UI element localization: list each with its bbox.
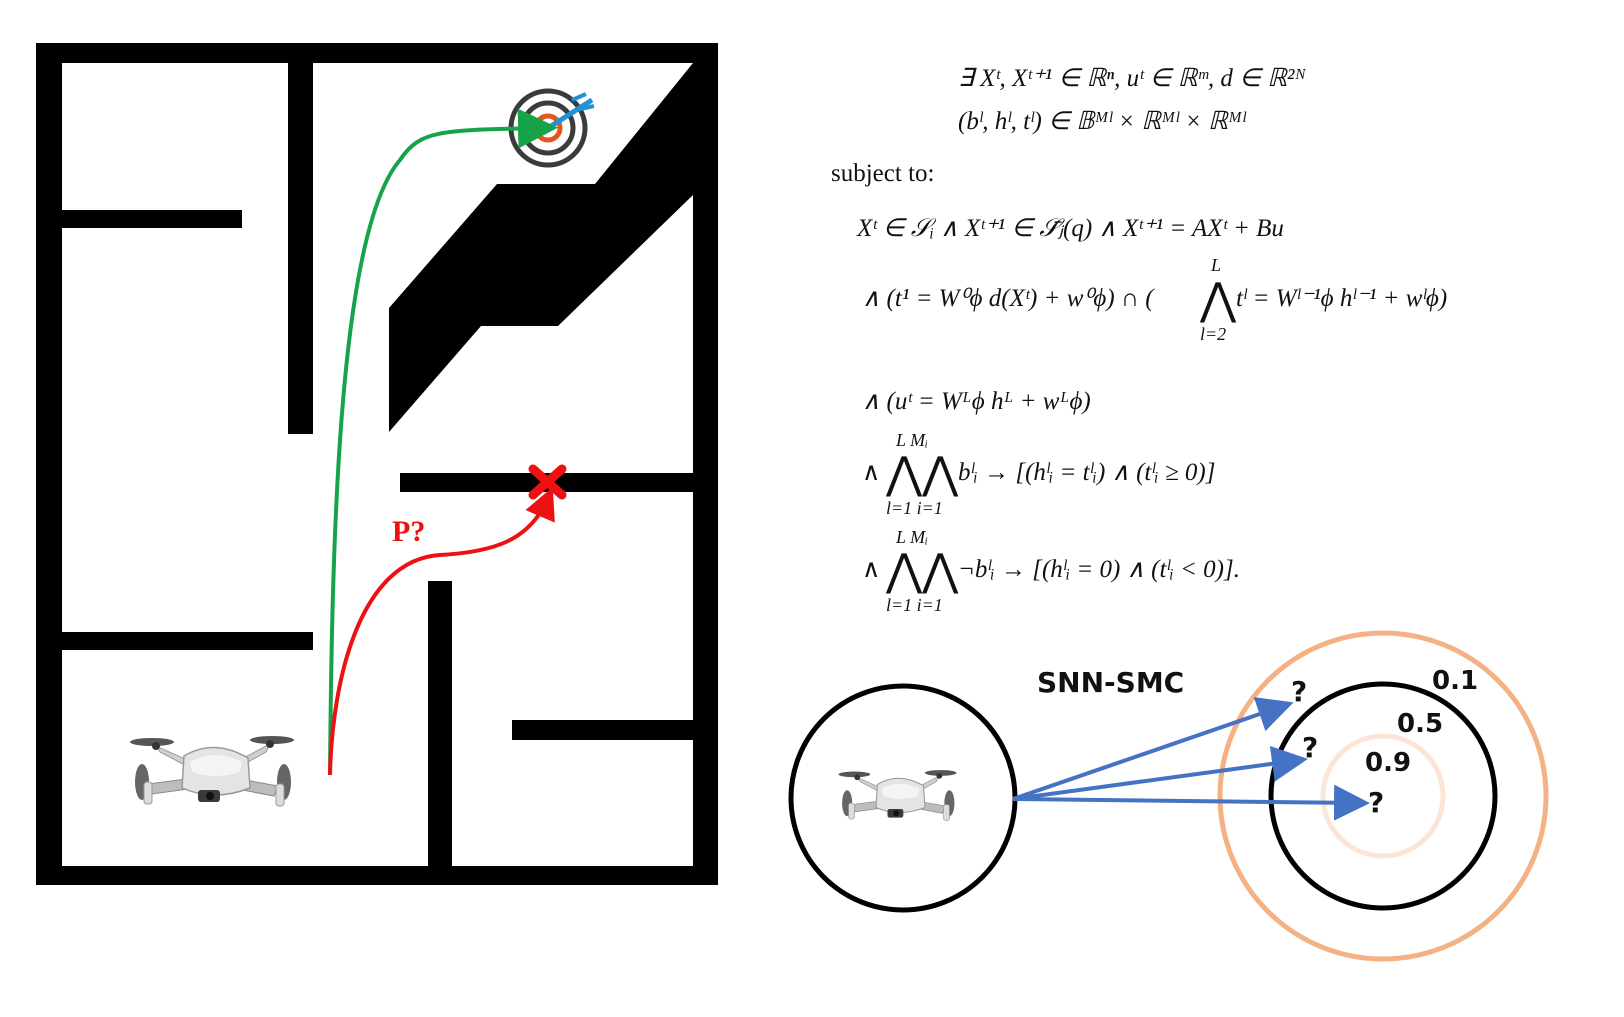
constraint-active-neuron: bˡᵢ → [(hˡᵢ = tˡᵢ) ∧ (tˡᵢ ≥ 0)] — [958, 459, 1215, 486]
maze-wall-left-upper — [62, 210, 242, 228]
milp-formulation: ∃ Xᵗ, Xᵗ⁺¹ ∈ ℝⁿ, uᵗ ∈ ℝᵐ, d ∈ ℝ²ᴺ (bˡ, h… — [831, 65, 1447, 615]
constraint-hidden-layers: tˡ = Wˡ⁻¹ϕ hˡ⁻¹ + wˡϕ) — [1236, 285, 1447, 312]
sample-question-2: ? — [1302, 731, 1318, 764]
target-set-circle — [1268, 681, 1498, 911]
probability-ring-0-1 — [1217, 630, 1549, 962]
maze-wall-top — [36, 43, 718, 63]
probability-ring-0-9 — [1320, 733, 1446, 859]
maze-wall-bottom — [36, 866, 718, 885]
double-and-upper-1: L Mᵢ — [895, 430, 928, 450]
maze-wall-center-vertical — [288, 63, 313, 434]
big-and-lower: l=2 — [1200, 324, 1226, 344]
sample-question-1: ? — [1291, 675, 1307, 708]
maze-wall-right-lower — [512, 720, 693, 740]
subject-to-label: subject to: — [831, 160, 934, 187]
sample-arrow-2 — [1012, 745, 1308, 801]
and-symbol-2: ∧ — [862, 556, 880, 583]
sample-question-3: ? — [1368, 786, 1384, 819]
sample-arrow-1 — [1012, 697, 1294, 801]
level-label-mid: 0.5 — [1397, 709, 1443, 739]
double-and-lower-2: l=1 i=1 — [886, 595, 943, 615]
maze-wall-bottom-vertical — [428, 581, 452, 866]
constraint-output-layer: ∧ (uᵗ = Wᴸϕ hᴸ + wᴸϕ) — [862, 388, 1091, 415]
maze-wall-right — [693, 43, 718, 885]
failure-path-label: P? — [392, 515, 425, 548]
maze-wall-left-lower — [62, 632, 313, 650]
and-symbol-1: ∧ — [862, 459, 880, 486]
double-and-lower-1: l=1 i=1 — [886, 498, 943, 518]
maze-diagonal-obstacle — [389, 63, 693, 432]
constraint-inactive-neuron: ¬bˡᵢ → [(hˡᵢ = 0) ∧ (tˡᵢ < 0)]. — [958, 556, 1240, 583]
big-and-upper: L — [1210, 255, 1221, 275]
formula-line-2: (bˡ, hˡ, tˡ) ∈ 𝔹ᴹˡ × ℝᴹˡ × ℝᴹˡ — [958, 108, 1247, 135]
double-and-symbol-2: ⋀⋀ — [885, 546, 959, 595]
success-path — [328, 108, 558, 776]
level-label-outer: 0.1 — [1432, 666, 1478, 696]
constraint-dynamics: Xᵗ ∈ 𝒮ᵢ ∧ Xᵗ⁺¹ ∈ 𝒮̄ⱼ(q) ∧ Xᵗ⁺¹ = AXᵗ + B… — [856, 215, 1284, 242]
formula-line-1: ∃ Xᵗ, Xᵗ⁺¹ ∈ ℝⁿ, uᵗ ∈ ℝᵐ, d ∈ ℝ²ᴺ — [958, 65, 1306, 92]
level-label-inner: 0.9 — [1365, 748, 1411, 778]
snn-smc-diagram: SNN-SMC 0.1 0.5 0.9 ? ? ? — [788, 630, 1549, 962]
double-and-symbol-1: ⋀⋀ — [885, 449, 959, 498]
failure-path — [328, 486, 555, 776]
sample-arrow-3 — [1012, 784, 1370, 821]
maze: P? — [36, 43, 718, 885]
snn-smc-title: SNN-SMC — [1037, 666, 1184, 699]
constraint-input-layer: ∧ (t¹ = W⁰ϕ d(Xᵗ) + w⁰ϕ) ∩ ( — [862, 285, 1155, 312]
maze-wall-left — [36, 43, 62, 885]
drone-icon — [129, 735, 295, 807]
big-and-symbol: ⋀ — [1199, 275, 1237, 324]
double-and-upper-2: L Mᵢ — [895, 527, 928, 547]
